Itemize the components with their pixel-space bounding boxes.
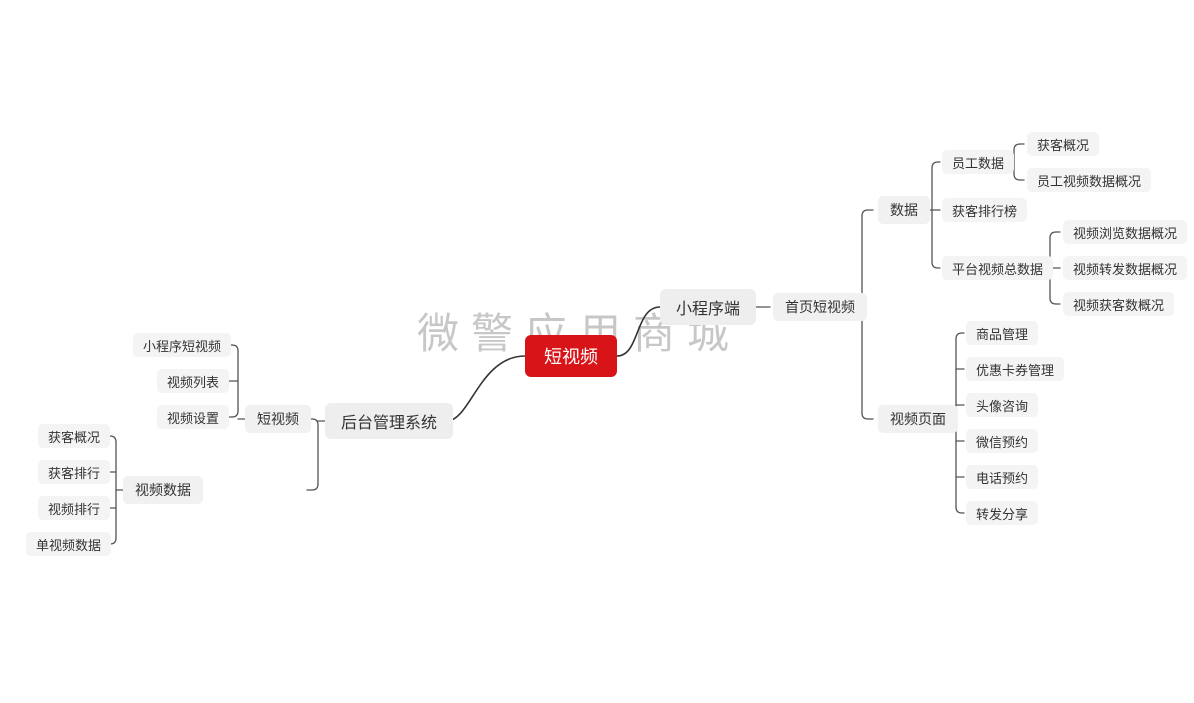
mindmap-node-m_d_emp: 员工数据 [942,150,1014,174]
mindmap-node-m_p_2: 优惠卡券管理 [966,357,1064,381]
mindmap-node-b_dat_1: 获客概况 [38,424,110,448]
mindmap-node-b_dat_3: 视频排行 [38,496,110,520]
mindmap-node-b_dsp_1: 小程序短视频 [133,333,231,357]
mindmap-node-root: 短视频 [525,335,617,377]
mindmap-node-backend: 后台管理系统 [325,403,453,439]
mindmap-node-b_dsp_2: 视频列表 [157,369,229,393]
mindmap-node-m_d_rank: 获客排行榜 [942,198,1027,222]
mindmap-node-m_p_4: 微信预约 [966,429,1038,453]
mindmap-node-m_home: 首页短视频 [773,293,867,321]
mindmap-node-m_d_p_1: 视频浏览数据概况 [1063,220,1187,244]
mindmap-node-m_d_emp_2: 员工视频数据概况 [1027,168,1151,192]
mindmap-node-m_p_6: 转发分享 [966,501,1038,525]
mindmap-node-m_p_5: 电话预约 [966,465,1038,489]
mindmap-node-m_d_plat: 平台视频总数据 [942,256,1053,280]
mindmap-node-m_page: 视频页面 [878,405,958,433]
mindmap-node-m_data: 数据 [878,196,930,224]
mindmap-node-b_dat_2: 获客排行 [38,460,110,484]
mindmap-node-b_dat: 视频数据 [123,476,203,504]
mindmap-node-m_d_p_3: 视频获客数概况 [1063,292,1174,316]
mindmap-node-m_p_3: 头像咨询 [966,393,1038,417]
mindmap-node-b_dat_4: 单视频数据 [26,532,111,556]
mindmap-node-b_dsp_3: 视频设置 [157,405,229,429]
mindmap-node-b_dsp: 短视频 [245,405,311,433]
mindmap-node-mini: 小程序端 [660,289,756,325]
mindmap-node-m_p_1: 商品管理 [966,321,1038,345]
mindmap-node-m_d_emp_1: 获客概况 [1027,132,1099,156]
mindmap-node-m_d_p_2: 视频转发数据概况 [1063,256,1187,280]
